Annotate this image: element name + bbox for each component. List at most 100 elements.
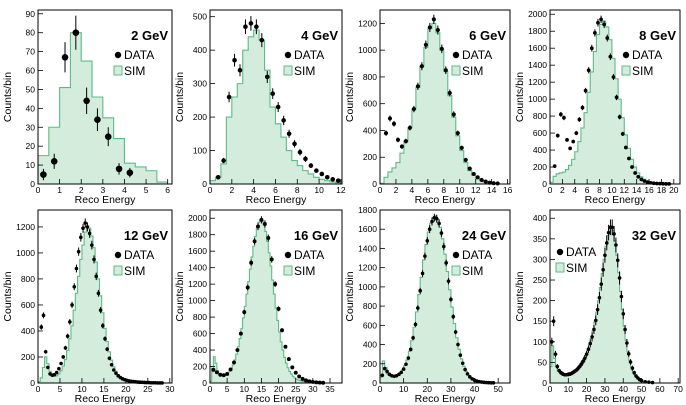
data-point [468,375,472,379]
legend-data-label: DATA [462,248,492,262]
data-point [639,177,644,182]
x-tick-label: 30 [600,384,610,394]
data-point [562,115,566,120]
y-tick-label: 500 [193,12,207,22]
legend-sim-label: SIM [124,64,145,78]
y-tick-label: 50 [26,84,36,94]
data-point [50,158,58,165]
legend-data-marker [452,51,460,59]
data-point [107,356,112,361]
data-point [303,156,308,162]
data-point [276,306,281,311]
x-tick-label: 0 [208,384,213,394]
energy-label: 32 GeV [632,228,676,243]
data-point [237,67,243,73]
data-point [555,364,560,369]
x-tick-label: 2 [79,185,84,195]
x-tick-label: 12 [336,185,346,195]
data-point [387,116,393,121]
x-tick-label: 10 [240,384,250,394]
sim-histogram-outline [379,22,500,185]
data-point [615,258,620,263]
y-axis-title: Counts/bin [344,271,356,321]
y-tick-label: 400 [21,326,35,336]
y-tick-label: 200 [533,296,547,306]
y-tick-label: 600 [363,320,377,330]
x-tick-label: 0 [36,185,41,195]
data-point [96,291,101,296]
x-tick-label: 0 [378,185,383,195]
x-tick-label: 6 [585,185,590,195]
data-point [383,131,389,136]
x-tick-label: 35 [325,384,335,394]
data-point [314,168,319,173]
y-tick-label: 200 [363,359,377,369]
x-tick-label: 6 [425,185,430,195]
data-point [406,356,411,360]
y-tick-label: 0 [372,179,377,189]
y-tick-label: 600 [363,99,377,109]
data-point [611,75,616,79]
data-point [439,231,444,235]
y-tick-label: 800 [193,312,207,322]
legend-data-marker [556,248,564,256]
x-tick-label: 6 [273,185,278,195]
x-tick-label: 70 [673,384,683,394]
data-point [617,115,622,119]
data-point [243,24,248,30]
y-tick-label: 800 [533,111,547,121]
data-point [252,239,257,244]
x-tick-label: 3 [100,185,105,195]
data-point [601,267,605,272]
data-point [65,334,70,338]
y-tick-label: 1400 [528,60,547,70]
data-point [264,74,270,80]
x-tick-label: 8 [597,185,602,195]
legend-sim-label: SIM [294,64,315,78]
data-point [40,171,47,178]
y-axis-title: Counts/bin [2,72,14,122]
data-point [434,216,439,221]
data-point [437,221,441,226]
data-point [68,320,72,324]
data-point [626,351,631,356]
data-point [407,125,412,130]
legend-data-label: DATA [294,48,324,62]
data-point [286,357,291,362]
y-tick-label: 40 [26,103,36,113]
data-point [633,171,637,175]
data-point [588,341,593,346]
legend-data-label: DATA [566,245,596,259]
data-point [242,310,247,315]
data-point [283,344,288,349]
data-point [430,219,434,224]
x-tick-label: 10 [607,185,617,195]
data-point [228,367,233,372]
data-point [269,257,274,262]
y-tick-label: 800 [363,72,377,82]
data-point [226,94,232,100]
y-tick-label: 1400 [188,263,207,273]
y-tick-label: 400 [363,340,377,350]
x-tick-label: 10 [564,384,574,394]
data-point [115,165,123,173]
data-point [39,325,44,329]
data-point [416,306,420,310]
x-tick-label: 12 [620,185,630,195]
data-point [232,57,237,63]
data-point [443,68,448,73]
data-point [380,373,385,378]
panel-7: 0 10 20 30 40 50 0 200 400 600 800 1000 1200 1400 1600… [344,205,511,405]
y-tick-label: 1200 [16,222,35,232]
data-point [415,84,420,89]
data-point [262,222,267,226]
data-point [308,163,314,168]
y-tick-label: 200 [533,162,547,172]
data-point [92,257,96,262]
data-point [552,164,557,169]
legend-data-marker [284,51,292,59]
data-point [571,139,576,144]
y-axis-title: Counts/bin [514,271,526,321]
data-point [636,174,641,179]
